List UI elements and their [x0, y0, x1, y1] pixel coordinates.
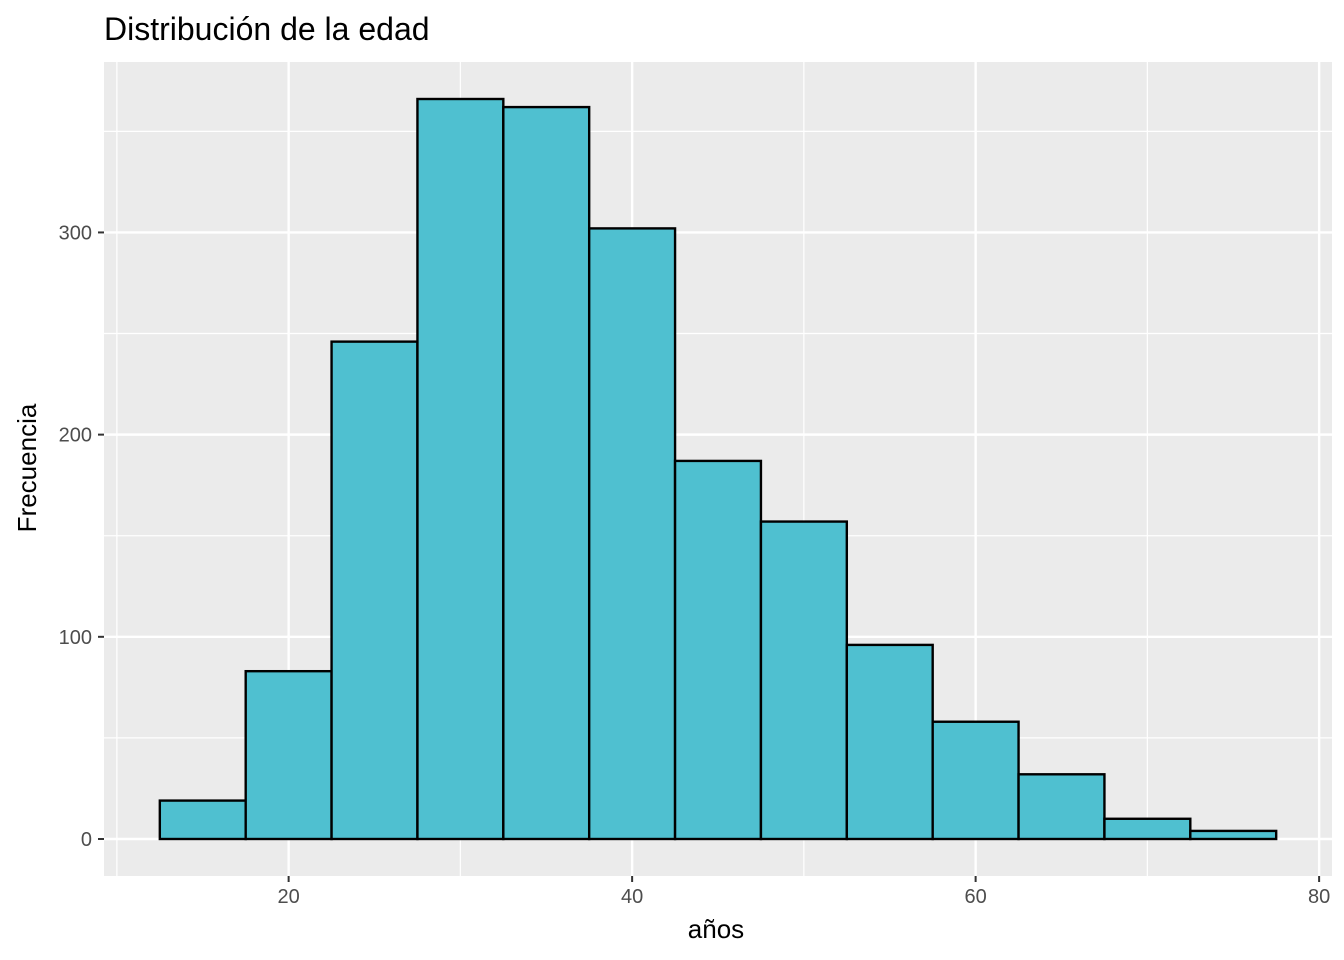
x-tick-label: 60: [964, 886, 986, 908]
x-tick-label: 20: [278, 886, 300, 908]
histogram-bar: [673, 459, 763, 841]
y-tick-label: 100: [59, 627, 92, 649]
histogram-bar: [845, 643, 934, 841]
histogram-bar: [502, 105, 591, 841]
y-tick-label: 0: [81, 829, 92, 851]
histogram-bar: [244, 669, 333, 841]
x-axis-title: años: [688, 914, 744, 944]
histogram-bar: [587, 227, 677, 841]
histogram-bar: [416, 97, 505, 841]
histogram-bar: [1189, 829, 1278, 841]
chart-title: Distribución de la edad: [104, 11, 430, 47]
bars: [158, 97, 1278, 841]
y-tick-label: 300: [59, 222, 92, 244]
y-axis-title: Frecuencia: [12, 403, 42, 532]
axis-ticks: 20 40 60 80 0 100 200 300: [59, 222, 1331, 908]
x-tick-label: 80: [1308, 886, 1330, 908]
histogram-bar: [330, 340, 419, 841]
x-tick-label: 40: [621, 886, 643, 908]
histogram-bar: [759, 520, 849, 841]
histogram-bar: [158, 799, 247, 841]
histogram-bar: [931, 720, 1020, 841]
histogram-bar: [1103, 817, 1192, 841]
histogram-bar: [1017, 773, 1106, 841]
y-tick-label: 200: [59, 425, 92, 447]
